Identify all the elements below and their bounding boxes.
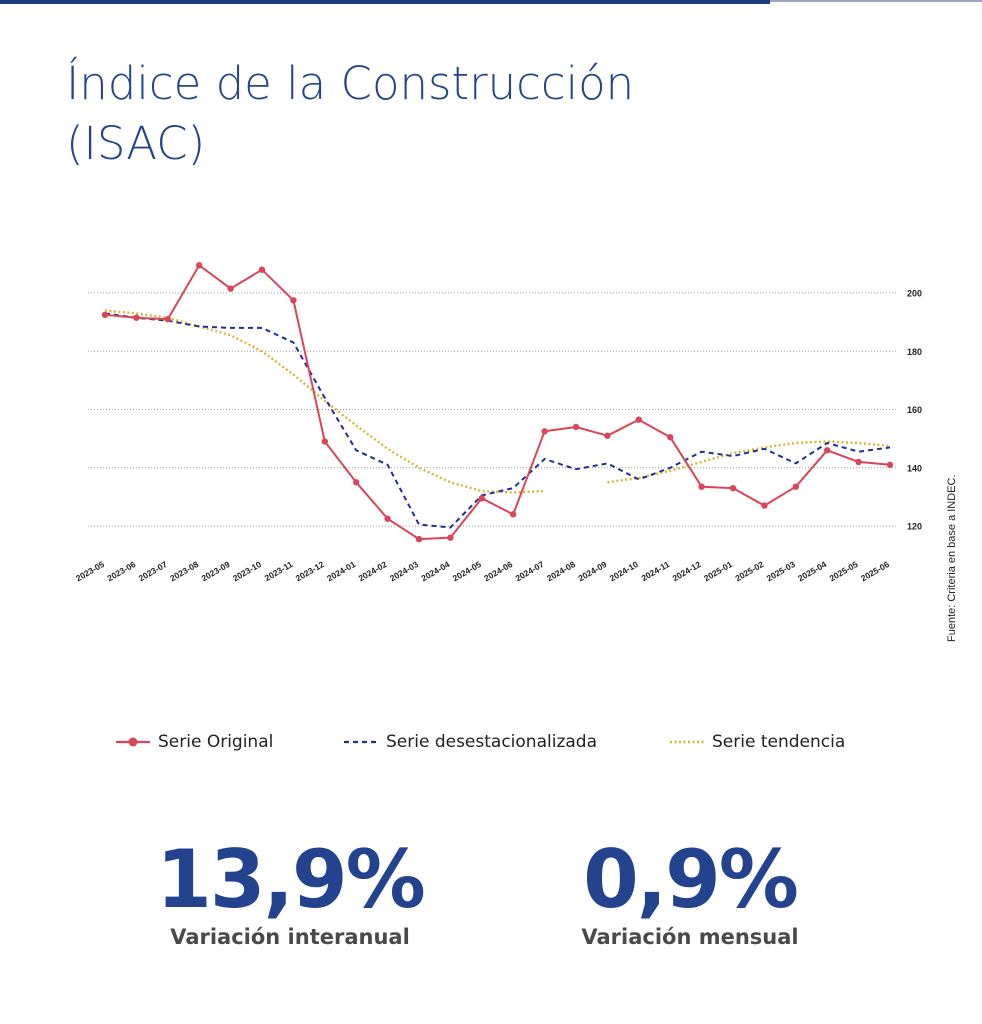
x-tick-2025-03: 2025-03 — [765, 559, 797, 583]
top-accent-bar-thin — [770, 0, 982, 2]
series-0-line-0 — [104, 264, 891, 541]
x-tick-2024-11: 2024-11 — [640, 559, 672, 583]
point-2025-02 — [761, 502, 768, 509]
point-2024-12 — [698, 483, 705, 490]
y-tick-labels: 120 140 160 180 200 — [907, 289, 922, 532]
title-line-2: (ISAC) — [66, 117, 206, 170]
point-2023-10 — [258, 266, 266, 273]
kpi-annual-label: Variación interanual — [170, 925, 410, 949]
point-2024-10 — [635, 416, 642, 423]
point-2024-05 — [478, 495, 485, 502]
x-tick-2025-05: 2025-05 — [828, 559, 860, 583]
x-tick-2023-08: 2023-08 — [168, 559, 200, 583]
x-tick-2025-04: 2025-04 — [796, 559, 828, 583]
x-tick-2025-02: 2025-02 — [733, 559, 765, 583]
series-1-line-0 — [104, 312, 891, 529]
point-2025-06 — [886, 461, 894, 469]
grid-layer — [88, 292, 898, 527]
y-tick-120: 120 — [907, 522, 922, 532]
legend-label-original: Serie Original — [158, 732, 274, 752]
x-tick-2024-10: 2024-10 — [608, 559, 640, 583]
point-2024-09 — [604, 432, 611, 439]
legend-swatch-original — [116, 737, 150, 747]
point-2024-02 — [384, 515, 391, 522]
top-accent-bar — [0, 0, 770, 4]
kpi-monthly: 0,9% Variación mensual — [530, 838, 850, 950]
series-2 — [104, 309, 891, 494]
x-tick-2023-10: 2023-10 — [231, 559, 263, 583]
series-2-line-1 — [607, 440, 891, 484]
series-2-line-0 — [104, 309, 545, 494]
x-tick-2023-06: 2023-06 — [105, 559, 137, 583]
y-tick-140: 140 — [907, 463, 922, 473]
x-tick-2024-12: 2024-12 — [671, 559, 703, 583]
title-line-1: Índice de la Construcción — [66, 57, 635, 110]
kpi-annual-value: 13,9% — [156, 833, 426, 926]
x-tick-2024-05: 2024-05 — [451, 559, 483, 583]
point-2024-11 — [667, 433, 674, 441]
y-tick-160: 160 — [907, 405, 922, 415]
point-2024-08 — [572, 423, 580, 431]
point-2023-08 — [196, 262, 203, 269]
x-tick-2023-11: 2023-11 — [263, 559, 295, 583]
point-2025-03 — [792, 483, 799, 490]
series-1 — [104, 312, 891, 529]
x-tick-2024-09: 2024-09 — [576, 559, 608, 583]
point-2023-06 — [133, 314, 140, 321]
point-2025-01 — [729, 484, 737, 492]
series-layer — [101, 262, 894, 543]
x-tick-2024-07: 2024-07 — [514, 559, 546, 583]
point-2025-04 — [824, 447, 831, 454]
x-tick-2024-03: 2024-03 — [388, 559, 420, 583]
source-note: Fuente: Criteria en base a INDEC. — [946, 474, 958, 642]
series-0 — [101, 262, 894, 543]
x-tick-2025-06: 2025-06 — [859, 559, 891, 583]
kpi-monthly-value: 0,9% — [583, 833, 799, 926]
x-tick-2024-06: 2024-06 — [482, 559, 514, 583]
x-tick-2023-09: 2023-09 — [200, 559, 232, 583]
point-2024-04 — [447, 534, 454, 541]
x-tick-2024-02: 2024-02 — [357, 559, 389, 583]
point-2023-11 — [290, 297, 297, 304]
x-tick-2024-08: 2024-08 — [545, 559, 577, 583]
legend-label-desest: Serie desestacionalizada — [386, 732, 597, 752]
y-tick-200: 200 — [907, 289, 922, 299]
point-2025-05 — [855, 458, 862, 466]
legend-swatch-trend — [670, 740, 704, 744]
kpi-monthly-label: Variación mensual — [581, 925, 799, 949]
legend-label-trend: Serie tendencia — [712, 732, 846, 752]
x-tick-2023-05: 2023-05 — [74, 559, 106, 583]
kpi-annual: 13,9% Variación interanual — [130, 838, 450, 950]
x-tick-2023-07: 2023-07 — [137, 559, 169, 583]
point-2024-03 — [415, 535, 423, 543]
point-2023-07 — [164, 316, 171, 323]
x-tick-2023-12: 2023-12 — [294, 559, 326, 583]
point-2023-12 — [321, 438, 328, 445]
point-2024-01 — [353, 479, 360, 486]
x-tick-2025-01: 2025-01 — [702, 559, 734, 583]
point-2023-05 — [101, 311, 109, 319]
legend-item-desest: Serie desestacionalizada — [342, 728, 597, 756]
legend-swatch-desest — [344, 740, 378, 744]
legend-item-original: Serie Original — [114, 728, 273, 756]
x-tick-labels: 2023-05 2023-06 2023-07 2023-08 2023-09 2023-… — [74, 559, 891, 583]
chart-legend: Serie Original Serie desestacionalizada … — [114, 728, 894, 756]
point-2024-07 — [541, 428, 548, 435]
page-title: Índice de la Construcción (ISAC) — [66, 54, 826, 174]
x-tick-2024-04: 2024-04 — [419, 559, 451, 583]
legend-item-trend: Serie tendencia — [668, 728, 845, 756]
y-tick-180: 180 — [907, 347, 922, 357]
x-tick-2024-01: 2024-01 — [325, 559, 357, 583]
point-2023-09 — [227, 285, 234, 292]
point-2024-06 — [510, 511, 517, 518]
